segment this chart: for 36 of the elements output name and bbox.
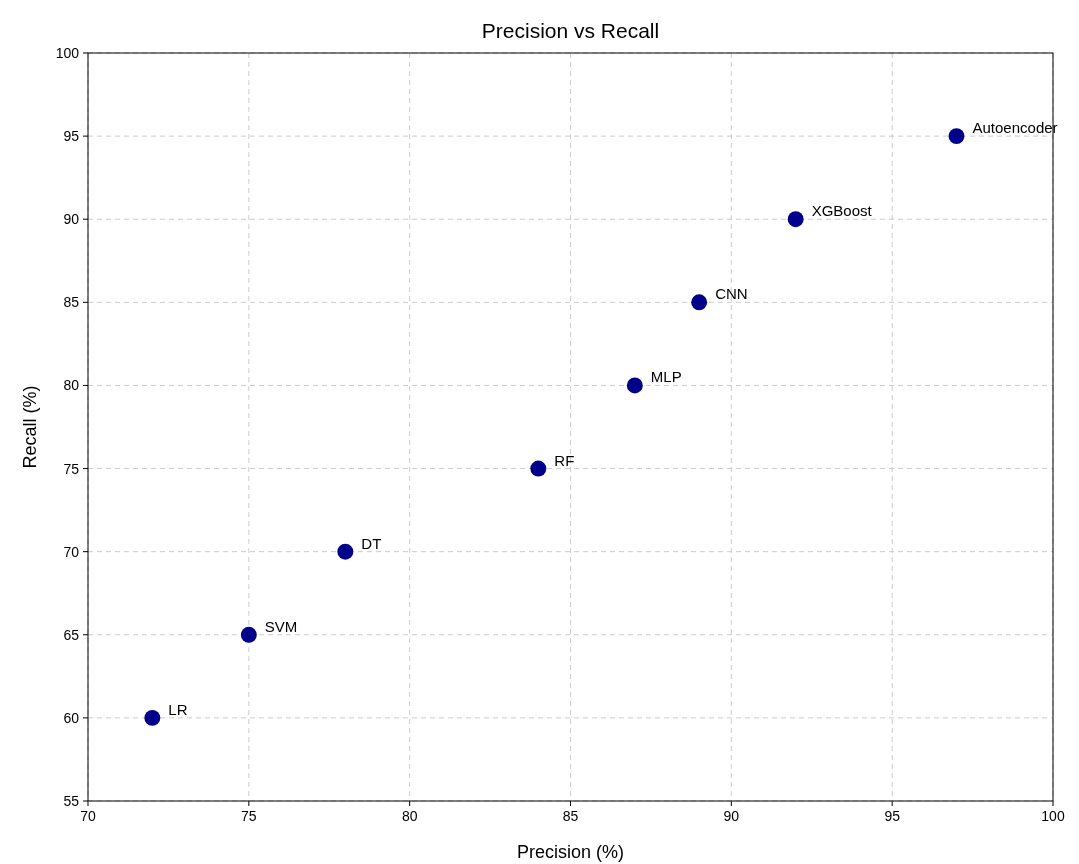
y-axis-title: Recall (%)	[20, 385, 40, 469]
y-tick-label: 70	[63, 543, 80, 560]
point	[626, 377, 643, 394]
annotation: LR	[168, 700, 188, 718]
annotation: SVM	[264, 617, 298, 635]
y-tick-label: 80	[63, 377, 80, 394]
x-tick-label: 90	[723, 808, 740, 824]
point	[691, 294, 708, 311]
y-tick-label: 85	[63, 294, 80, 311]
annotation: Autoencoder	[972, 119, 1058, 137]
x-tick-label: 85	[562, 808, 579, 824]
annotation: RF	[554, 451, 575, 469]
point	[948, 128, 965, 145]
y-tick-label: 100	[55, 45, 80, 61]
point	[337, 543, 354, 560]
annotation: CNN	[715, 285, 748, 303]
y-tick-label: 75	[63, 460, 80, 477]
annotation: DT	[361, 534, 382, 552]
x-tick-label: 75	[241, 808, 257, 824]
x-axis-title: Precision (%)	[516, 842, 625, 862]
x-tick-label: 80	[401, 808, 418, 824]
y-tick-label: 65	[63, 626, 80, 643]
y-tick-label: 60	[63, 709, 80, 726]
point	[530, 460, 547, 477]
x-tick-label: 100	[1041, 808, 1065, 824]
y-tick-label: 90	[63, 211, 80, 228]
annotation: MLP	[650, 368, 682, 386]
point	[240, 626, 257, 643]
annotation: XGBoost	[811, 202, 873, 220]
chart-title: Precision vs Recall	[481, 19, 660, 42]
y-tick-label: 55	[63, 793, 80, 809]
point	[144, 709, 161, 726]
x-tick-label: 95	[884, 808, 901, 824]
x-tick-label: 70	[80, 808, 96, 824]
y-tick-label: 95	[63, 128, 80, 145]
point	[787, 211, 804, 228]
